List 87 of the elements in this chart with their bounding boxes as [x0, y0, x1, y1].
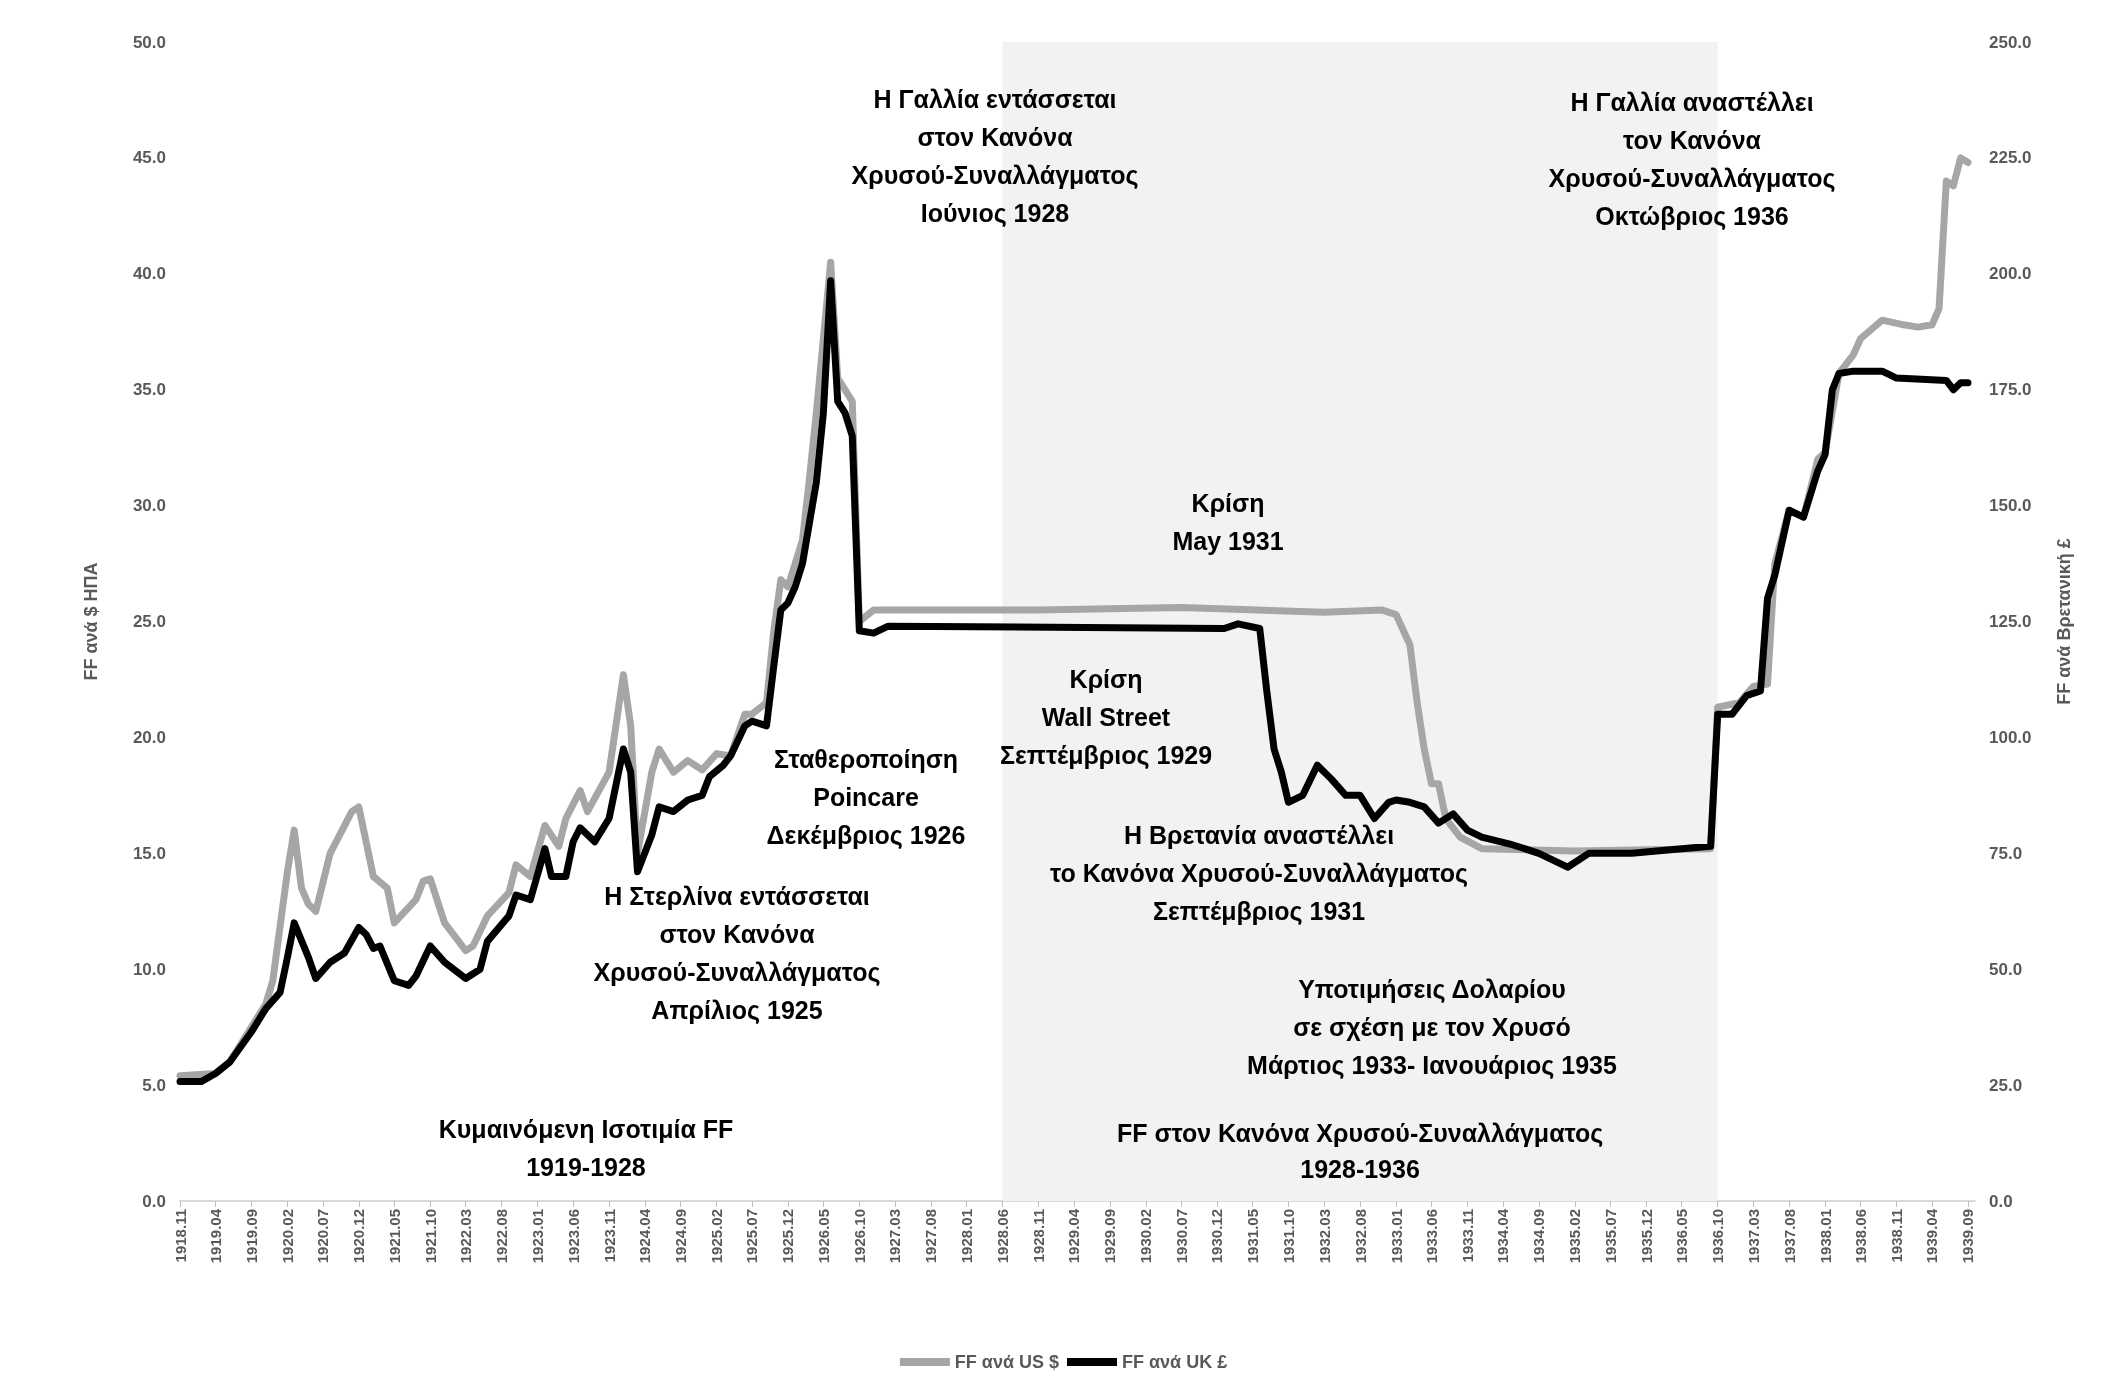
x-tick-label: 1935.07 — [1601, 1209, 1619, 1264]
y-tick-label: 45.0 — [132, 148, 166, 168]
legend-label: FF ανά US $ — [954, 1352, 1060, 1372]
annotation: Η Βρετανία αναστέλλει το Κανόνα Χρυσού-Συναλλάγματος Σεπτέμβριος 1931 — [1050, 821, 1468, 926]
y2-tick-label: 75.0 — [1989, 843, 2023, 863]
y-tick-label: 10.0 — [132, 959, 166, 979]
x-tick-label: 1923.06 — [564, 1209, 582, 1264]
y2-tick-label: 100.0 — [1989, 727, 2032, 747]
y2-tick-label: 25.0 — [1989, 1075, 2023, 1095]
x-tick-label: 1927.08 — [922, 1209, 940, 1264]
annotation: Η Στερλίνα εντάσσεται στον Κανόνα Χρυσού-Συναλλάγματος Απρίλιος 1925 — [593, 882, 881, 1025]
x-tick-label: 1923.11 — [600, 1209, 618, 1263]
y2-tick-label: 200.0 — [1989, 264, 2032, 284]
x-tick-label: 1935.12 — [1637, 1209, 1655, 1264]
x-tick-label: 1929.04 — [1065, 1208, 1083, 1264]
y2-tick-label: 225.0 — [1989, 148, 2032, 168]
x-tick-label: 1924.04 — [636, 1208, 654, 1264]
x-tick-label: 1920.07 — [314, 1209, 332, 1264]
y2-axis-title: FF ανά Βρετανική £ — [2054, 538, 2074, 705]
x-tick-label: 1934.04 — [1494, 1208, 1512, 1264]
x-tick-label: 1935.02 — [1566, 1209, 1584, 1264]
x-tick-label: 1937.08 — [1780, 1209, 1798, 1264]
x-tick-label: 1919.09 — [242, 1209, 260, 1264]
y2-tick-label: 0.0 — [1989, 1191, 2013, 1211]
y-tick-label: 30.0 — [132, 496, 166, 516]
x-tick-label: 1930.12 — [1208, 1209, 1226, 1264]
y-tick-label: 25.0 — [132, 612, 166, 631]
x-tick-label: 1933.01 — [1387, 1209, 1405, 1264]
x-tick-label: 1932.03 — [1315, 1209, 1333, 1264]
y-tick-label: 0.0 — [142, 1191, 166, 1211]
x-tick-label: 1929.09 — [1101, 1209, 1119, 1264]
x-tick-label: 1938.11 — [1888, 1209, 1906, 1263]
x-tick-label: 1921.05 — [385, 1209, 403, 1264]
x-tick-label: 1939.04 — [1923, 1208, 1941, 1264]
annotation: Η Γαλλία αναστέλλει τον Κανόνα Χρυσού-Συναλλάγματος Οκτώβριος 1936 — [1548, 88, 1836, 231]
band-label: FF στον Κανόνα Χρυσού-Συναλλάγματος 1928-1936 — [1116, 1119, 1604, 1183]
y2-tick-label: 175.0 — [1989, 380, 2032, 400]
legend-label: FF ανά UK £ — [1122, 1352, 1228, 1372]
y-axis-title: FF ανά $ ΗΠΑ — [81, 562, 101, 681]
x-tick-label: 1923.01 — [529, 1209, 547, 1264]
x-tick-label: 1920.02 — [278, 1209, 296, 1264]
x-tick-label: 1938.06 — [1852, 1209, 1870, 1264]
y2-tick-label: 150.0 — [1989, 496, 2032, 516]
x-tick-label: 1937.03 — [1744, 1209, 1762, 1264]
annotation: Κρίση Wall Street Σεπτέμβριος 1929 — [999, 665, 1213, 770]
x-tick-label: 1925.02 — [708, 1209, 726, 1264]
x-tick-label: 1922.03 — [457, 1209, 475, 1264]
y-tick-label: 5.0 — [142, 1075, 166, 1095]
y-tick-label: 40.0 — [132, 264, 166, 284]
x-tick-label: 1924.09 — [672, 1209, 690, 1264]
y2-tick-label: 50.0 — [1989, 959, 2023, 979]
annotation: Σταθεροποίηση Poincare Δεκέμβριος 1926 — [766, 745, 966, 850]
annotation: Η Γαλλία εντάσσεται στον Κανόνα Χρυσού-Συναλλάγματος Ιούνιος 1928 — [851, 85, 1139, 228]
x-tick-label: 1920.12 — [350, 1209, 368, 1264]
x-tick-label: 1934.09 — [1530, 1209, 1548, 1264]
x-tick-label: 1925.12 — [779, 1209, 797, 1264]
x-tick-label: 1936.10 — [1709, 1209, 1727, 1264]
x-tick-label: 1932.08 — [1351, 1209, 1369, 1264]
x-tick-label: 1936.05 — [1673, 1209, 1691, 1264]
x-tick-label: 1928.01 — [958, 1209, 976, 1264]
x-tick-label: 1921.10 — [421, 1209, 439, 1264]
x-tick-label: 1927.03 — [886, 1209, 904, 1264]
x-tick-label: 1933.11 — [1458, 1209, 1476, 1263]
x-tick-label: 1925.07 — [743, 1209, 761, 1264]
x-tick-label: 1930.07 — [1172, 1209, 1190, 1264]
x-tick-label: 1930.02 — [1137, 1209, 1155, 1264]
x-tick-label: 1938.01 — [1816, 1209, 1834, 1264]
y-tick-label: 20.0 — [132, 727, 166, 747]
x-tick-label: 1918.11 — [171, 1209, 189, 1263]
x-tick-label: 1931.05 — [1243, 1209, 1261, 1264]
x-tick-label: 1919.04 — [206, 1208, 224, 1264]
x-tick-label: 1928.06 — [993, 1209, 1011, 1264]
x-tick-label: 1922.08 — [493, 1209, 511, 1264]
x-tick-label: 1931.10 — [1279, 1209, 1297, 1264]
y-tick-label: 35.0 — [132, 380, 166, 400]
annotation: Κυμαινόμενη Ισοτιμία FF 1919-1928 — [438, 1115, 734, 1181]
x-tick-label: 1928.11 — [1029, 1209, 1047, 1263]
annotation: Κρίση May 1931 — [1172, 489, 1284, 555]
x-tick-label: 1939.09 — [1959, 1209, 1977, 1264]
y2-tick-label: 125.0 — [1989, 612, 2032, 631]
y2-tick-label: 250.0 — [1989, 32, 2032, 52]
y-tick-label: 15.0 — [132, 843, 166, 863]
annotation: Υποτιμήσεις Δολαρίου σε σχέση με τον Χρυσό Μάρτιος 1933- Ιανουάριος 1935 — [1247, 975, 1618, 1080]
x-tick-label: 1926.10 — [850, 1209, 868, 1264]
y-tick-label: 50.0 — [132, 32, 166, 52]
x-tick-label: 1926.05 — [814, 1209, 832, 1264]
x-tick-label: 1933.06 — [1422, 1209, 1440, 1264]
